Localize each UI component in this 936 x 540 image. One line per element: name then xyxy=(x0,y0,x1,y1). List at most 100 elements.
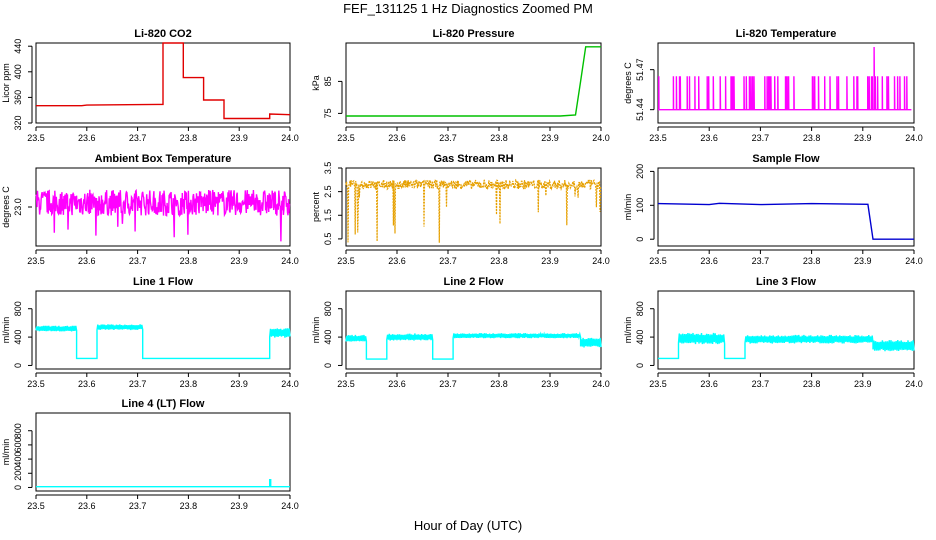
x-tick-label: 23.6 xyxy=(388,379,406,389)
plot-frame xyxy=(657,167,915,247)
y-tick-label: 200 xyxy=(635,164,645,179)
y-axis-label: ml/min xyxy=(1,317,11,344)
x-tick-label: 24.0 xyxy=(281,256,299,266)
y-tick-label: 0 xyxy=(13,485,23,490)
x-tick-label: 23.6 xyxy=(700,379,718,389)
x-tick-label: 23.5 xyxy=(649,379,667,389)
panel-title: Line 1 Flow xyxy=(133,276,193,288)
x-tick-label: 23.6 xyxy=(700,256,718,266)
y-tick-label: 360 xyxy=(13,90,23,105)
x-tick-label: 23.7 xyxy=(129,256,147,266)
y-tick-label: 0 xyxy=(635,237,645,242)
x-tick-label: 23.5 xyxy=(337,379,355,389)
x-tick-label: 24.0 xyxy=(592,256,610,266)
series-line xyxy=(658,46,912,111)
plot-frame xyxy=(657,42,915,124)
series-line xyxy=(35,188,291,242)
y-axis-label: Licor ppm xyxy=(1,63,11,103)
x-tick-label: 23.6 xyxy=(388,256,406,266)
x-tick-label: 24.0 xyxy=(905,133,923,143)
x-tick-label: 23.9 xyxy=(541,379,559,389)
x-tick-label: 23.6 xyxy=(78,133,96,143)
y-axis-label: ml/min xyxy=(623,194,633,221)
x-tick-label: 23.6 xyxy=(78,379,96,389)
x-tick-label: 23.8 xyxy=(803,133,821,143)
y-axis-label: percent xyxy=(311,191,321,222)
x-tick-label: 23.5 xyxy=(337,133,355,143)
x-tick-label: 23.9 xyxy=(230,133,248,143)
y-tick-label: 0 xyxy=(635,363,645,368)
y-tick-label: 0 xyxy=(13,363,23,368)
x-tick-label: 23.9 xyxy=(541,256,559,266)
panel-2: Li-820 Pressure kPa 23.5 23.6 23.7 23.8 23.9 24… xyxy=(311,28,610,143)
y-tick-label: 440 xyxy=(13,39,23,54)
panel-4: Ambient Box Temperature degrees C 23.5 23.6… xyxy=(1,153,299,266)
x-tick-label: 23.8 xyxy=(490,256,508,266)
panel-6: Sample Flow ml/min 23.5 23.6 23.7 23.8 23.9 24.… xyxy=(623,153,923,266)
y-tick-label: 3.5 xyxy=(323,162,333,175)
panel-5: Gas Stream RH percent 23.5 23.6 23.7 23.8 23.9… xyxy=(311,153,610,266)
x-tick-label: 23.7 xyxy=(129,501,147,511)
panel-title: Li-820 CO2 xyxy=(134,28,191,40)
x-tick-label: 23.5 xyxy=(649,133,667,143)
y-tick-label: 0.5 xyxy=(323,233,333,246)
panel-title: Line 4 (LT) Flow xyxy=(122,398,205,410)
y-tick-label: 600 xyxy=(13,437,23,452)
x-tick-label: 23.7 xyxy=(129,133,147,143)
plot-frame xyxy=(345,42,602,124)
y-axis-label: degrees C xyxy=(623,62,633,104)
y-tick-label: 1.5 xyxy=(323,209,333,222)
x-tick-label: 23.8 xyxy=(180,256,198,266)
x-tick-label: 23.9 xyxy=(854,256,872,266)
x-tick-label: 23.8 xyxy=(180,501,198,511)
x-tick-label: 23.5 xyxy=(27,256,45,266)
y-tick-label: 400 xyxy=(13,452,23,467)
x-tick-label: 23.7 xyxy=(439,133,457,143)
x-tick-label: 24.0 xyxy=(592,133,610,143)
y-axis-label: degrees C xyxy=(1,186,11,228)
y-tick-label: 320 xyxy=(13,115,23,130)
x-tick-label: 23.8 xyxy=(490,133,508,143)
x-tick-label: 23.9 xyxy=(230,379,248,389)
panel-title: Ambient Box Temperature xyxy=(95,153,232,165)
plot-frame xyxy=(657,290,915,370)
y-tick-label: 0 xyxy=(323,363,333,368)
figure-title: FEF_131125 1 Hz Diagnostics Zoomed PM xyxy=(343,1,593,16)
x-tick-label: 23.8 xyxy=(180,379,198,389)
x-tick-label: 23.6 xyxy=(78,501,96,511)
x-tick-label: 24.0 xyxy=(905,379,923,389)
y-tick-label: 800 xyxy=(323,301,333,316)
plot-frame xyxy=(345,167,602,247)
y-axis-label: ml/min xyxy=(623,317,633,344)
y-tick-label: 23.0 xyxy=(13,198,23,216)
series-line xyxy=(658,332,915,360)
x-tick-label: 23.8 xyxy=(803,379,821,389)
panel-title: Line 2 Flow xyxy=(444,276,504,288)
panel-1: Li-820 CO2 Licor ppm 23.5 23.6 23.7 23.8 23.9 2… xyxy=(1,28,299,143)
panel-title: Gas Stream RH xyxy=(433,153,513,165)
series-line xyxy=(36,42,291,120)
x-tick-label: 23.7 xyxy=(752,133,770,143)
panel-8: Line 2 Flow ml/min 23.5 23.6 23.7 23.8 23.9 24.… xyxy=(311,276,610,389)
plot-frame xyxy=(345,290,602,370)
x-tick-label: 23.9 xyxy=(854,379,872,389)
series-line xyxy=(345,331,602,360)
x-tick-label: 23.7 xyxy=(752,379,770,389)
panel-title: Sample Flow xyxy=(752,153,820,165)
y-tick-label: 400 xyxy=(635,330,645,345)
x-tick-label: 23.5 xyxy=(27,133,45,143)
x-tick-label: 24.0 xyxy=(281,133,299,143)
y-tick-label: 100 xyxy=(635,198,645,213)
x-tick-label: 23.7 xyxy=(439,379,457,389)
x-tick-label: 24.0 xyxy=(281,379,299,389)
x-tick-label: 23.5 xyxy=(649,256,667,266)
x-tick-label: 23.6 xyxy=(78,256,96,266)
panel-7: Line 1 Flow ml/min 23.5 23.6 23.7 23.8 23.9 24.… xyxy=(1,276,299,389)
x-tick-label: 24.0 xyxy=(281,501,299,511)
x-tick-label: 23.8 xyxy=(803,256,821,266)
y-tick-label: 85 xyxy=(323,76,333,86)
x-tick-label: 23.7 xyxy=(129,379,147,389)
series-line xyxy=(657,202,914,240)
x-axis-label: Hour of Day (UTC) xyxy=(413,518,523,533)
y-axis-label: ml/min xyxy=(1,439,11,466)
